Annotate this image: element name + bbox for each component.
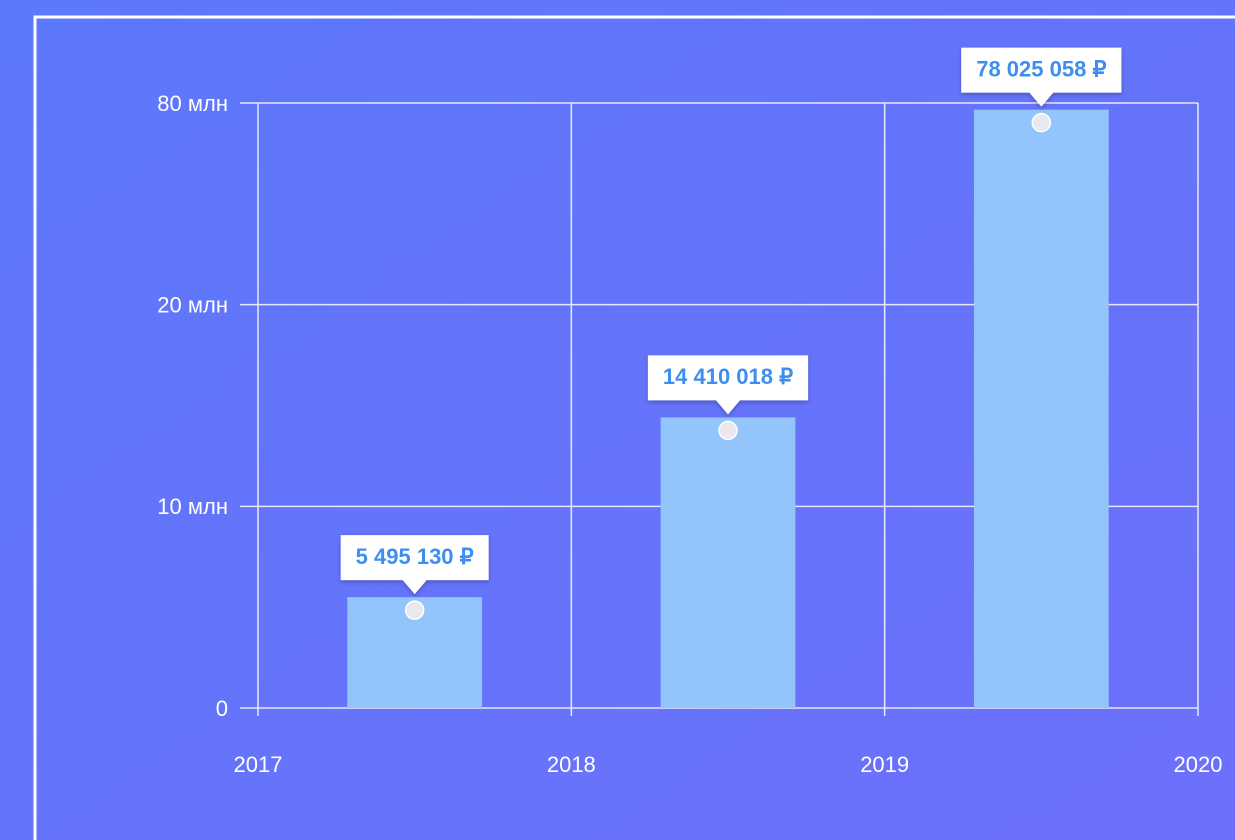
y-tick-label: 20 млн [157, 292, 228, 317]
x-tick-label: 2020 [1174, 752, 1223, 777]
callout-box [647, 355, 809, 415]
callout-box [961, 47, 1122, 107]
value-label: 5 495 130 ₽ [356, 544, 474, 569]
callout-dot [404, 600, 425, 620]
y-tick-label: 0 [216, 696, 228, 721]
y-tick-label: 10 млн [157, 494, 228, 519]
value-callout [961, 47, 1122, 107]
bar [973, 109, 1109, 708]
value-label: 14 410 018 ₽ [663, 364, 793, 389]
callout-dot [1031, 112, 1052, 133]
value-label: 78 025 058 ₽ [976, 56, 1106, 81]
y-tick-label: 80 млн [157, 91, 228, 116]
bar [660, 417, 796, 708]
value-callout [647, 355, 809, 415]
x-tick-label: 2017 [234, 752, 283, 777]
x-tick-label: 2018 [547, 752, 596, 777]
callout-dot [718, 420, 738, 441]
frame [33, 15, 1235, 840]
callout-box [340, 535, 489, 595]
value-callout [340, 535, 489, 595]
x-tick-label: 2019 [860, 752, 909, 777]
